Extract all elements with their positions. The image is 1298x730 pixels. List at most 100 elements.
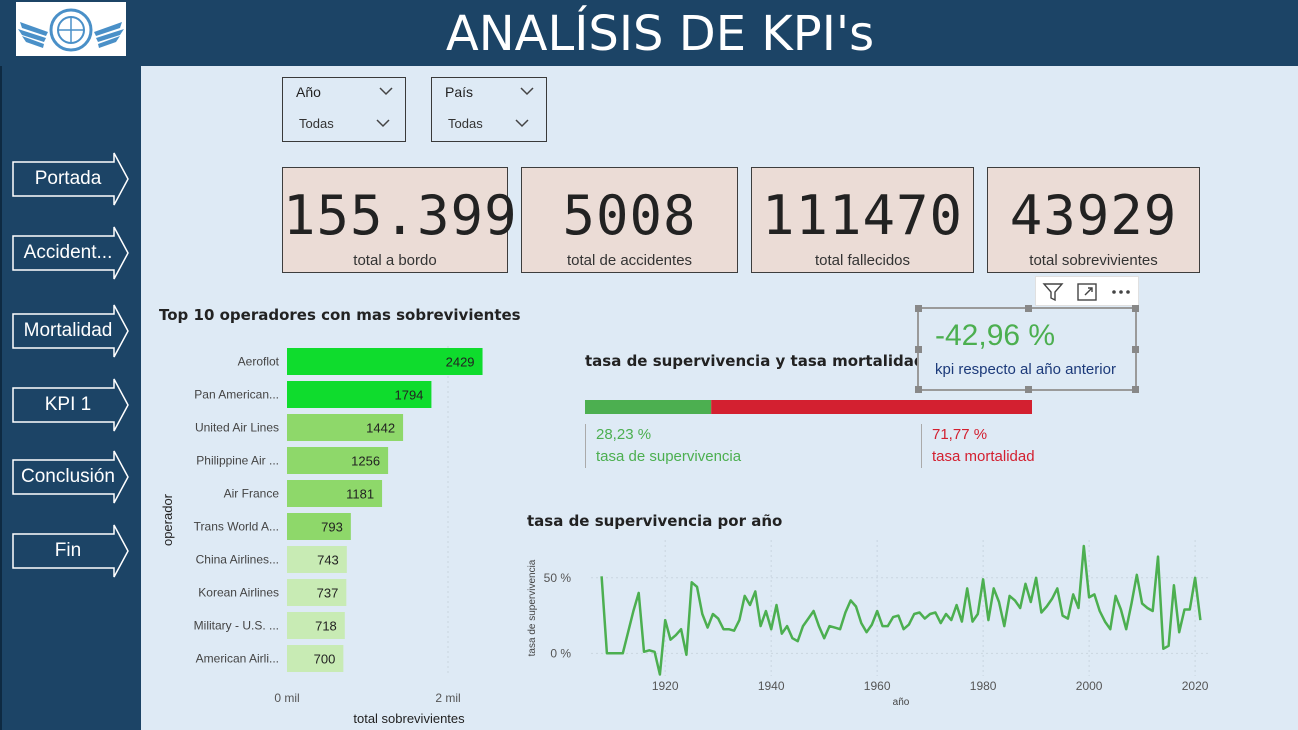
bar[interactable] <box>287 546 347 573</box>
nav-label: Fin <box>54 540 82 561</box>
y-tick-label: 0 % <box>550 646 571 660</box>
nav-button-fin[interactable]: Fin <box>12 524 130 578</box>
kpi-card-total-accidents: 5008 total de accidentes <box>521 167 738 273</box>
y-axis-label: operador <box>160 493 175 546</box>
nav-button-accidentes[interactable]: Accident... <box>12 226 130 280</box>
x-tick-label: 1920 <box>652 679 679 693</box>
x-axis-label: total sobrevivientes <box>353 711 465 726</box>
nav-label: Portada <box>34 168 102 189</box>
survival-mortality-bar <box>585 400 1032 414</box>
resize-handle[interactable] <box>1132 346 1139 353</box>
kpi-card-total-deaths: 111470 total fallecidos <box>751 167 974 273</box>
x-tick-label: 1940 <box>758 679 785 693</box>
country-filter-title: País <box>445 84 474 100</box>
year-filter-title: Año <box>296 84 321 100</box>
bar-category-label: American Airli... <box>196 652 279 666</box>
more-options-icon[interactable] <box>1106 280 1136 304</box>
resize-handle[interactable] <box>1025 386 1032 393</box>
survivors-by-operator-bar-chart: Aeroflot 2429 Pan American... 1794 United Ai… <box>160 346 483 726</box>
bar[interactable] <box>287 645 344 672</box>
visual-toolbar <box>1035 276 1139 306</box>
bar[interactable] <box>287 513 351 540</box>
kpi-label: total de accidentes <box>566 252 693 269</box>
resize-handle[interactable] <box>1132 305 1139 312</box>
bar-value-label: 1794 <box>394 388 423 403</box>
bar-value-label: 1442 <box>366 421 395 436</box>
bar[interactable] <box>287 414 404 441</box>
resize-handle[interactable] <box>1132 386 1139 393</box>
survival-mortality-title: tasa de supervivencia y tasa mortalidad <box>585 352 925 370</box>
kpi-card-total-on-board: 155.399 total a bordo <box>282 167 517 273</box>
kpi-card-total-survivors: 43929 total sobrevivientes <box>987 167 1200 273</box>
bar-chart-title: Top 10 operadores con mas sobrevivientes <box>159 306 521 324</box>
bar-value-label: 718 <box>315 619 337 634</box>
nav-button-kpi-1[interactable]: KPI 1 <box>12 378 130 432</box>
report-canvas: Año Todas País Todas 155.399 total a bor… <box>141 66 1298 730</box>
x-tick-label: 2020 <box>1182 679 1209 693</box>
resize-handle[interactable] <box>915 346 922 353</box>
page-title: ANALÍSIS DE KPI's <box>445 6 875 62</box>
x-tick-label: 2000 <box>1076 679 1103 693</box>
nav-button-conclusion[interactable]: Conclusión <box>12 450 130 504</box>
kpi-value: 111470 <box>761 184 964 247</box>
chevron-down-icon[interactable] <box>376 118 390 128</box>
chevron-down-icon[interactable] <box>515 118 529 128</box>
series-line[interactable] <box>600 544 1202 676</box>
mortality-rate-label: tasa mortalidad <box>932 448 1035 465</box>
kpi-year-change-card[interactable]: -42,96 % kpi respecto al año anterior <box>915 305 1139 393</box>
bar-value-label: 1256 <box>351 454 380 469</box>
survival-segment <box>585 400 712 414</box>
nav-label: Mortalidad <box>23 320 113 341</box>
bar-category-label: Military - U.S. ... <box>194 619 279 633</box>
chevron-down-icon[interactable] <box>379 86 393 96</box>
sidebar-nav: Portada Accident... Mortalidad KPI 1 Con… <box>0 66 140 730</box>
nav-label: KPI 1 <box>44 394 92 415</box>
nav-label: Conclusión <box>21 466 115 487</box>
year-filter-value: Todas <box>299 116 334 131</box>
mortality-segment <box>711 400 1032 414</box>
focus-mode-icon[interactable] <box>1072 280 1102 304</box>
line-chart-title: tasa de supervivencia por año <box>527 512 783 530</box>
bar[interactable] <box>287 447 389 474</box>
x-tick-label: 1980 <box>970 679 997 693</box>
kpi-change-label: kpi respecto al año anterior <box>935 361 1116 378</box>
filter-icon[interactable] <box>1038 280 1068 304</box>
mortality-rate-value: 71,77 % <box>932 426 988 443</box>
mortality-rate-block: 71,77 % tasa mortalidad <box>921 424 1035 468</box>
bar-category-label: United Air Lines <box>195 421 279 435</box>
header-bar: ANALÍSIS DE KPI's <box>0 0 1298 66</box>
country-filter-value: Todas <box>448 116 483 131</box>
bar-category-label: Pan American... <box>194 388 279 402</box>
nav-button-portada[interactable]: Portada <box>12 152 130 206</box>
y-tick-label: 50 % <box>544 571 572 585</box>
bar-category-label: Air France <box>224 487 280 501</box>
bar-category-label: Korean Airlines <box>198 586 279 600</box>
bar-value-label: 793 <box>321 520 343 535</box>
x-tick-label: 0 mil <box>274 691 299 705</box>
survival-rate-label: tasa de supervivencia <box>596 448 742 465</box>
bar-category-label: Aeroflot <box>238 355 280 369</box>
bar[interactable] <box>287 480 383 507</box>
nav-label: Accident... <box>23 242 113 263</box>
year-filter[interactable]: Año Todas <box>282 77 406 142</box>
x-tick-label: 2 mil <box>435 691 460 705</box>
resize-handle[interactable] <box>915 386 922 393</box>
bar-value-label: 700 <box>314 652 336 667</box>
kpi-change-value: -42,96 % <box>935 319 1056 352</box>
bar[interactable] <box>287 348 483 375</box>
resize-handle[interactable] <box>1025 305 1032 312</box>
kpi-label: total sobrevivientes <box>1029 252 1158 269</box>
nav-button-mortalidad[interactable]: Mortalidad <box>12 304 130 358</box>
country-filter[interactable]: País Todas <box>431 77 547 142</box>
bar[interactable] <box>287 579 347 606</box>
chevron-down-icon[interactable] <box>520 86 534 96</box>
bar-value-label: 737 <box>317 586 339 601</box>
bar[interactable] <box>287 381 432 408</box>
kpi-value: 43929 <box>1009 184 1178 247</box>
y-axis-label: tasa de supervivencia <box>527 559 538 656</box>
bar-category-label: Trans World A... <box>194 520 279 534</box>
resize-handle[interactable] <box>915 305 922 312</box>
bar[interactable] <box>287 612 345 639</box>
bar-category-label: Philippine Air ... <box>196 454 279 468</box>
survival-rate-block: 28,23 % tasa de supervivencia <box>585 424 741 468</box>
